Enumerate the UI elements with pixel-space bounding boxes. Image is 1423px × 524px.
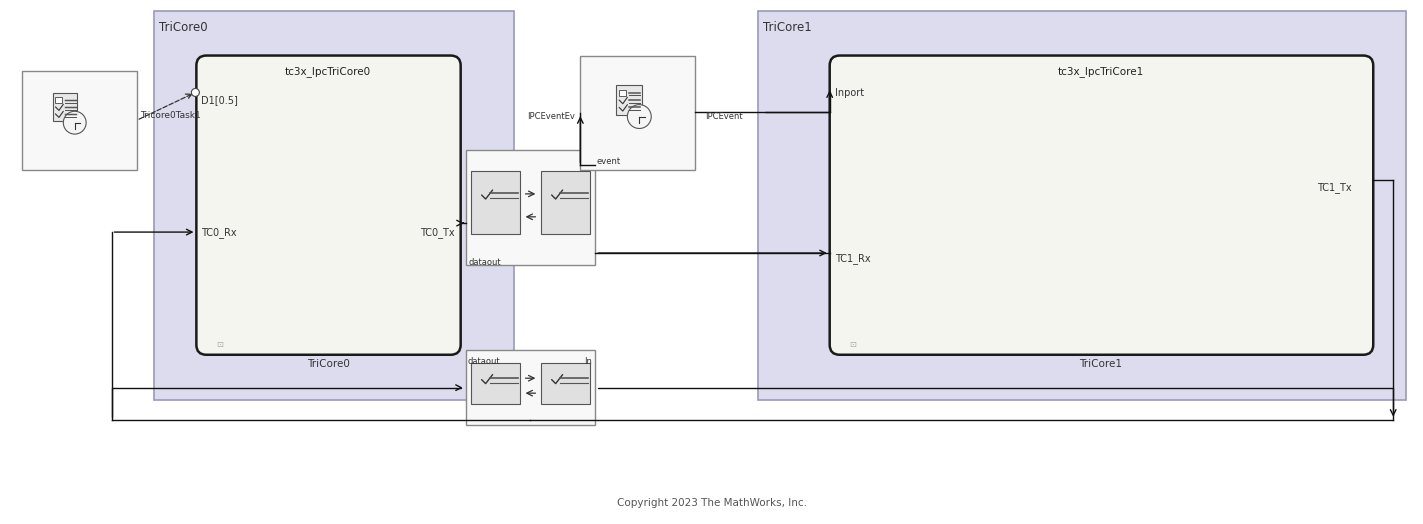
- Text: TC0_Tx: TC0_Tx: [420, 227, 455, 238]
- Text: IPCEvent: IPCEvent: [704, 112, 743, 122]
- Text: dataout: dataout: [468, 357, 501, 366]
- Text: TriCore1: TriCore1: [1080, 359, 1123, 369]
- Bar: [21, 71, 137, 170]
- Text: event: event: [596, 157, 620, 166]
- Text: ⊡: ⊡: [216, 340, 223, 349]
- Bar: [471, 171, 521, 234]
- Text: TriCore1: TriCore1: [763, 20, 811, 34]
- Bar: [471, 363, 521, 405]
- Bar: [53, 93, 77, 121]
- Circle shape: [628, 105, 652, 128]
- Text: tc3x_IpcTriCore1: tc3x_IpcTriCore1: [1057, 67, 1144, 78]
- Bar: [465, 350, 595, 424]
- Bar: [758, 10, 1406, 400]
- Text: tc3x_IpcTriCore0: tc3x_IpcTriCore0: [285, 67, 371, 78]
- Text: Tricore0Task1: Tricore0Task1: [141, 111, 201, 120]
- Circle shape: [63, 111, 87, 134]
- Text: dataout: dataout: [468, 258, 501, 267]
- Bar: [155, 10, 514, 400]
- Bar: [619, 90, 626, 96]
- Bar: [541, 363, 591, 405]
- Text: D1[0.5]: D1[0.5]: [202, 95, 238, 105]
- Bar: [465, 150, 595, 265]
- Bar: [55, 97, 63, 103]
- Circle shape: [191, 89, 199, 96]
- Text: TC0_Rx: TC0_Rx: [202, 227, 238, 238]
- Text: Inport: Inport: [835, 89, 864, 99]
- Text: IPCEventEv: IPCEventEv: [528, 112, 575, 122]
- Text: ⊡: ⊡: [850, 340, 857, 349]
- Text: Copyright 2023 The MathWorks, Inc.: Copyright 2023 The MathWorks, Inc.: [616, 498, 807, 508]
- Text: TriCore0: TriCore0: [306, 359, 350, 369]
- Text: TC1_Tx: TC1_Tx: [1316, 182, 1352, 193]
- FancyBboxPatch shape: [196, 56, 461, 355]
- Text: TC1_Rx: TC1_Rx: [835, 253, 871, 264]
- Bar: [616, 85, 642, 115]
- Text: TriCore0: TriCore0: [159, 20, 208, 34]
- Bar: [541, 171, 591, 234]
- Text: In: In: [585, 357, 592, 366]
- FancyBboxPatch shape: [830, 56, 1373, 355]
- Bar: [581, 56, 694, 170]
